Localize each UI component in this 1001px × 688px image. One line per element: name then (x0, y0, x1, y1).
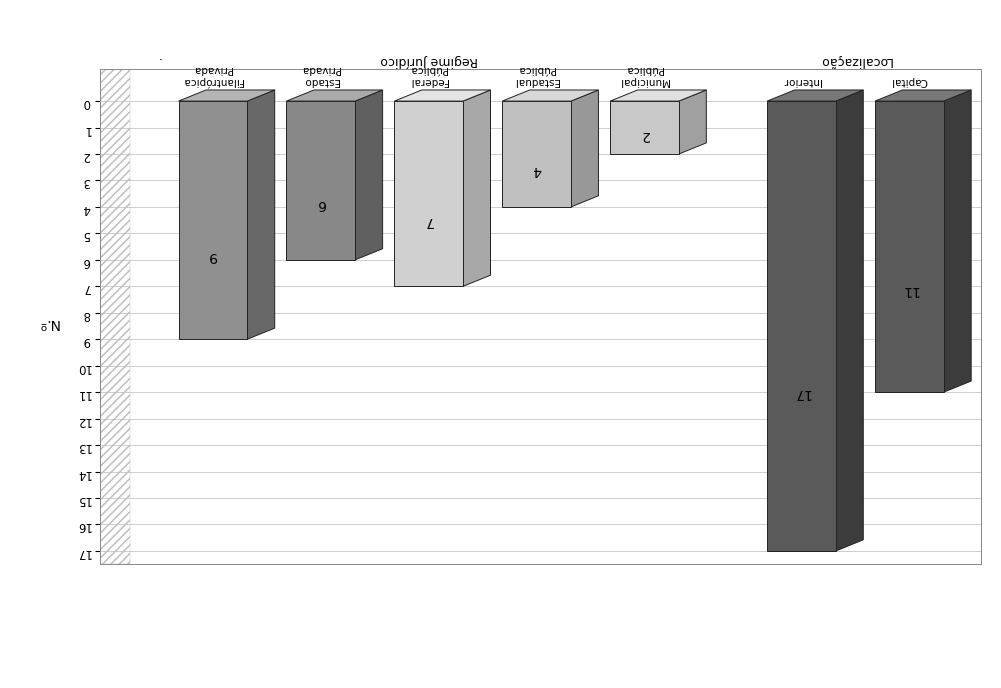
Bar (611, 101, 679, 154)
Text: 11: 11 (901, 283, 918, 297)
Text: Municipal
Pública: Municipal Pública (620, 65, 670, 86)
Text: Estado
Privada: Estado Privada (301, 65, 340, 86)
Polygon shape (463, 90, 490, 286)
Polygon shape (286, 90, 382, 101)
Text: 4: 4 (533, 163, 541, 177)
Text: 9: 9 (208, 249, 217, 263)
Text: Filantrópica
Privada: Filantrópica Privada (182, 64, 243, 86)
Bar (178, 101, 247, 339)
Bar (503, 101, 571, 207)
Polygon shape (355, 90, 382, 260)
Polygon shape (394, 90, 490, 101)
Polygon shape (679, 90, 707, 154)
Bar (394, 101, 463, 286)
Polygon shape (571, 90, 599, 207)
Text: Federal
Pública: Federal Pública (409, 65, 447, 86)
Bar (286, 101, 355, 260)
Polygon shape (503, 90, 599, 101)
Text: .: . (157, 54, 161, 67)
Text: Estadual
Pública: Estadual Pública (515, 65, 560, 86)
Y-axis label: N.º: N.º (37, 316, 58, 330)
Text: 6: 6 (316, 197, 325, 211)
Text: Capital: Capital (891, 76, 928, 86)
Polygon shape (767, 90, 863, 101)
Polygon shape (836, 90, 863, 551)
Text: 17: 17 (793, 387, 810, 400)
Polygon shape (944, 90, 971, 392)
Text: 2: 2 (641, 129, 649, 142)
Polygon shape (611, 90, 707, 101)
Text: 7: 7 (424, 215, 433, 228)
Text: Regime Jurídico: Regime Jurídico (380, 54, 477, 67)
Polygon shape (875, 90, 971, 101)
Text: Localização: Localização (819, 54, 892, 67)
Bar (767, 101, 836, 551)
Text: Interior: Interior (783, 76, 821, 86)
Polygon shape (247, 90, 274, 339)
Polygon shape (178, 90, 274, 101)
Bar (875, 101, 944, 392)
